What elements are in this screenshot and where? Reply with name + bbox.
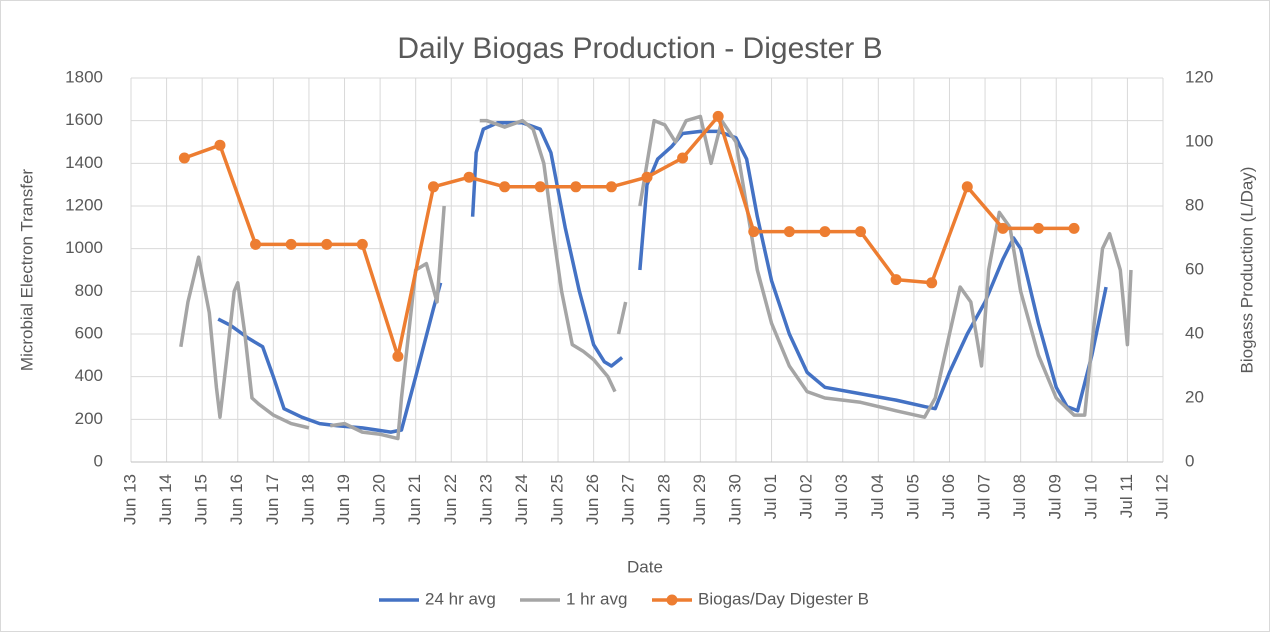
x-tick-label: Jun 16 (227, 474, 246, 525)
legend-label: 1 hr avg (566, 589, 627, 608)
x-tick-label: Jul 06 (939, 474, 958, 519)
series-line (479, 118, 617, 393)
x-tick-label: Jun 27 (619, 474, 638, 525)
data-point (534, 181, 546, 193)
chart-title: Daily Biogas Production - Digester B (397, 32, 882, 65)
series-line (638, 129, 1108, 413)
y-tick-label: 1400 (65, 153, 103, 172)
data-point (178, 152, 190, 164)
data-point (783, 226, 795, 238)
y-tick-label: 1200 (65, 195, 103, 214)
series-line (183, 114, 1075, 359)
y-tick-label: 600 (75, 323, 103, 342)
x-tick-label: Jun 25 (548, 474, 567, 525)
data-point (214, 139, 226, 151)
x-tick-label: Jul 02 (797, 474, 816, 519)
data-point (890, 274, 902, 286)
x-tick-label: Jun 14 (156, 474, 175, 525)
x-tick-label: Jun 20 (370, 474, 389, 525)
x-tick-label: Jul 12 (1152, 474, 1171, 519)
x-tick-label: Jul 04 (868, 474, 887, 519)
x-tick-label: Jun 22 (441, 474, 460, 525)
y2-tick-label: 0 (1185, 451, 1194, 470)
data-point (1068, 222, 1080, 234)
y-tick-label: 1800 (65, 67, 103, 86)
y2-tick-label: 60 (1185, 259, 1204, 278)
series-line (470, 121, 624, 368)
x-axis-label: Date (627, 557, 663, 576)
y-tick-label: 200 (75, 409, 103, 428)
data-point (499, 181, 511, 193)
data-point (605, 181, 617, 193)
data-point (427, 181, 439, 193)
x-tick-label: Jun 24 (512, 474, 531, 525)
series-line (179, 255, 310, 430)
series-line (330, 205, 446, 441)
legend-marker (666, 594, 678, 606)
x-tick-label: Jun 28 (654, 474, 673, 525)
x-tick-label: Jun 18 (298, 474, 317, 525)
data-point (855, 226, 867, 238)
y-axis-label: Microbial Electron Transfer (17, 169, 36, 372)
y-tick-label: 1600 (65, 110, 103, 129)
data-point (392, 350, 404, 362)
y2-tick-label: 40 (1185, 323, 1204, 342)
data-point (570, 181, 582, 193)
y-tick-label: 0 (94, 451, 103, 470)
x-tick-label: Jul 05 (903, 474, 922, 519)
data-point (997, 222, 1009, 234)
x-tick-label: Jun 13 (120, 474, 139, 525)
x-tick-label: Jun 29 (690, 474, 709, 525)
data-point (961, 181, 973, 193)
x-tick-label: Jul 10 (1081, 474, 1100, 519)
x-tick-label: Jun 26 (583, 474, 602, 525)
y2-tick-label: 100 (1185, 131, 1213, 150)
y-tick-label: 800 (75, 281, 103, 300)
data-point (1032, 222, 1044, 234)
data-point (463, 171, 475, 183)
data-point (819, 226, 831, 238)
series-line (616, 301, 628, 335)
data-point (356, 238, 368, 250)
legend-label: 24 hr avg (425, 589, 496, 608)
x-tick-label: Jun 23 (476, 474, 495, 525)
x-tick-label: Jul 08 (1010, 474, 1029, 519)
series-line (217, 282, 443, 434)
x-tick-label: Jul 11 (1117, 474, 1136, 518)
y2-tick-label: 120 (1185, 67, 1213, 86)
y2-tick-label: 20 (1185, 387, 1204, 406)
data-point (748, 226, 760, 238)
y2-tick-label: 80 (1185, 195, 1204, 214)
x-tick-label: Jun 17 (263, 474, 282, 525)
data-point (250, 238, 262, 250)
data-point (321, 238, 333, 250)
data-point (712, 110, 724, 122)
legend-label: Biogas/Day Digester B (698, 589, 869, 608)
x-tick-label: Jun 21 (405, 474, 424, 525)
data-point (677, 152, 689, 164)
data-point (285, 238, 297, 250)
x-tick-label: Jun 15 (192, 474, 211, 525)
x-tick-label: Jul 07 (975, 474, 994, 519)
x-tick-label: Jul 09 (1046, 474, 1065, 519)
data-point (641, 171, 653, 183)
x-tick-label: Jun 30 (725, 474, 744, 525)
y-tick-label: 400 (75, 366, 103, 385)
x-tick-label: Jun 19 (334, 474, 353, 525)
data-point (926, 277, 938, 289)
y-tick-label: 1000 (65, 238, 103, 257)
x-tick-label: Jul 03 (832, 474, 851, 519)
x-tick-label: Jul 01 (761, 474, 780, 519)
series-line (638, 114, 1133, 419)
y2-axis-label: Biogass Production (L/Day) (1237, 167, 1256, 374)
